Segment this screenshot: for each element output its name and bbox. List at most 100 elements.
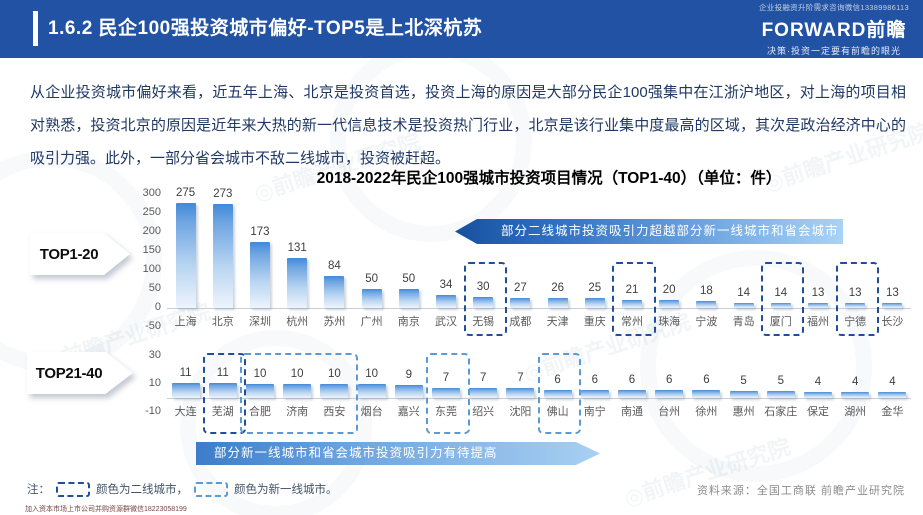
y-axis-tick: 150 — [142, 244, 161, 256]
city-label: 济南 — [286, 406, 309, 418]
bar-value-label: 7 — [442, 372, 450, 384]
y-axis: 300 250 200 150 100 50 0 -50 — [121, 186, 161, 338]
bar — [584, 298, 605, 308]
bar — [618, 390, 646, 398]
tier-highlight-box — [463, 262, 507, 336]
data-source: 资料来源：全国工商联 前瞻产业研究院 — [696, 485, 905, 497]
tier-highlight-box — [612, 262, 656, 336]
tier-highlight-box — [835, 262, 879, 336]
new-first-tier-legend-swatch — [194, 481, 228, 497]
bar — [212, 204, 233, 308]
city-label: 常州 — [620, 316, 643, 328]
bar — [808, 303, 828, 308]
y-axis-tick: 100 — [142, 263, 161, 275]
city-label: 宁波 — [695, 316, 718, 328]
city-label: 徐州 — [695, 406, 718, 418]
city-label: 东莞 — [434, 406, 457, 418]
bar-value-label: 34 — [439, 279, 453, 291]
city-label: 西安 — [323, 406, 346, 418]
bar — [175, 203, 196, 308]
wechat-contact-note: 企业投融资升阶需求咨询微信13389986113 — [758, 3, 909, 12]
bar-value-label: 6 — [703, 374, 710, 386]
city-label: 天津 — [546, 316, 569, 328]
city-label: 绍兴 — [472, 406, 495, 418]
bar-value-label: 273 — [213, 188, 233, 200]
y-axis-tick: 250 — [142, 206, 161, 218]
legend-note: 注： 颜色为二线城市， 颜色为新一线城市。 — [27, 481, 338, 497]
bar-value-label: 6 — [554, 374, 561, 386]
page-title: 1.6.2 民企100强投资城市偏好-TOP5是上北深杭苏 — [48, 18, 483, 39]
logo-tagline: 决策·投资一定要有前瞻的眼光 — [766, 46, 901, 56]
city-label: 南京 — [397, 316, 420, 328]
x-axis-line — [167, 308, 911, 309]
tier-highlight-box — [426, 353, 470, 434]
bar — [878, 392, 907, 398]
city-label: 保定 — [806, 406, 829, 418]
city-label: 无锡 — [472, 316, 495, 328]
city-label: 宁德 — [844, 316, 867, 328]
bar-value-label: 4 — [851, 376, 859, 388]
tier-highlight-box — [538, 353, 582, 434]
bar — [250, 242, 270, 308]
bar-value-label: 7 — [517, 372, 524, 384]
city-label: 武汉 — [434, 316, 457, 328]
tier-highlight-box — [240, 353, 358, 434]
bar-value-label: 6 — [665, 374, 673, 386]
new-first-tier-annotation-banner: 部分新一线城市和省会城市投资吸引力有待提高 — [196, 442, 600, 465]
y-axis-tick: -50 — [145, 320, 161, 332]
bar-value-label: 14 — [737, 287, 750, 299]
bar-value-label: 84 — [327, 260, 341, 272]
bar-value-label: 9 — [405, 369, 412, 381]
y-axis-tick: 200 — [142, 225, 161, 237]
second-tier-annotation-banner: 部分二线城市投资吸引力超越部分新一线城市和省会城市 — [455, 219, 843, 244]
bar-value-label: 6 — [628, 374, 636, 386]
bar — [841, 392, 870, 398]
bar-value-label: 10 — [290, 368, 304, 380]
y-axis: 30 10 -10 — [121, 349, 161, 436]
bar-value-label: 27 — [513, 282, 527, 294]
chart-title: 2018-2022年民企100强城市投资项目情况（TOP1-40）（单位：件） — [316, 170, 782, 187]
city-label: 南通 — [620, 406, 643, 418]
bar — [655, 390, 684, 398]
bar-value-label: 5 — [740, 375, 747, 387]
top1-20-chart: 300 250 200 150 100 50 0 -50 275 上海 273 北京 173 深圳 131 杭… — [143, 186, 911, 338]
bar-value-label: 20 — [662, 284, 676, 296]
city-label: 沈阳 — [509, 406, 532, 418]
y-axis-tick: -10 — [145, 405, 161, 417]
top21-40-label: TOP21-40 — [27, 352, 133, 394]
bar-value-label: 21 — [625, 284, 639, 296]
city-label: 深圳 — [248, 316, 271, 328]
bar — [882, 303, 903, 308]
second-tier-annotation-text: 部分二线城市投资吸引力超越部分新一线城市和省会城市 — [501, 224, 839, 238]
city-label: 金华 — [881, 406, 904, 418]
bar — [361, 289, 382, 308]
y-axis-tick: 30 — [148, 349, 161, 361]
city-label: 大连 — [174, 406, 197, 418]
city-label: 成都 — [509, 316, 532, 328]
bar — [287, 258, 308, 308]
bar-value-label: 5 — [777, 375, 784, 387]
top21-40-chart: 30 10 -10 11 大连 11 芜湖 10 合肥 10 济南 10 西安 10 烟台 9 嘉兴 7 东莞 7 绍兴… — [145, 349, 911, 436]
bar-value-label: 131 — [287, 242, 307, 254]
top1-20-label: TOP1-20 — [30, 233, 130, 275]
city-label: 重庆 — [583, 316, 606, 328]
bar-value-label: 13 — [811, 287, 825, 299]
bar-value-label: 173 — [250, 226, 270, 238]
bar — [692, 390, 721, 398]
bar-value-label: 275 — [176, 187, 196, 199]
bar-value-label: 26 — [551, 282, 564, 294]
city-label: 厦门 — [769, 316, 792, 328]
city-label: 广州 — [360, 316, 383, 328]
bar-value-label: 13 — [848, 287, 862, 299]
bar — [510, 298, 531, 308]
bar — [398, 289, 419, 308]
forward-logo: FORWARD前瞻 — [761, 20, 907, 41]
city-label: 杭州 — [286, 316, 309, 328]
bar — [622, 300, 642, 308]
second-tier-legend-swatch — [56, 481, 90, 497]
bar — [208, 383, 237, 398]
city-label: 石家庄 — [764, 406, 798, 418]
bar — [547, 298, 568, 308]
bar-value-label: 7 — [479, 372, 487, 384]
